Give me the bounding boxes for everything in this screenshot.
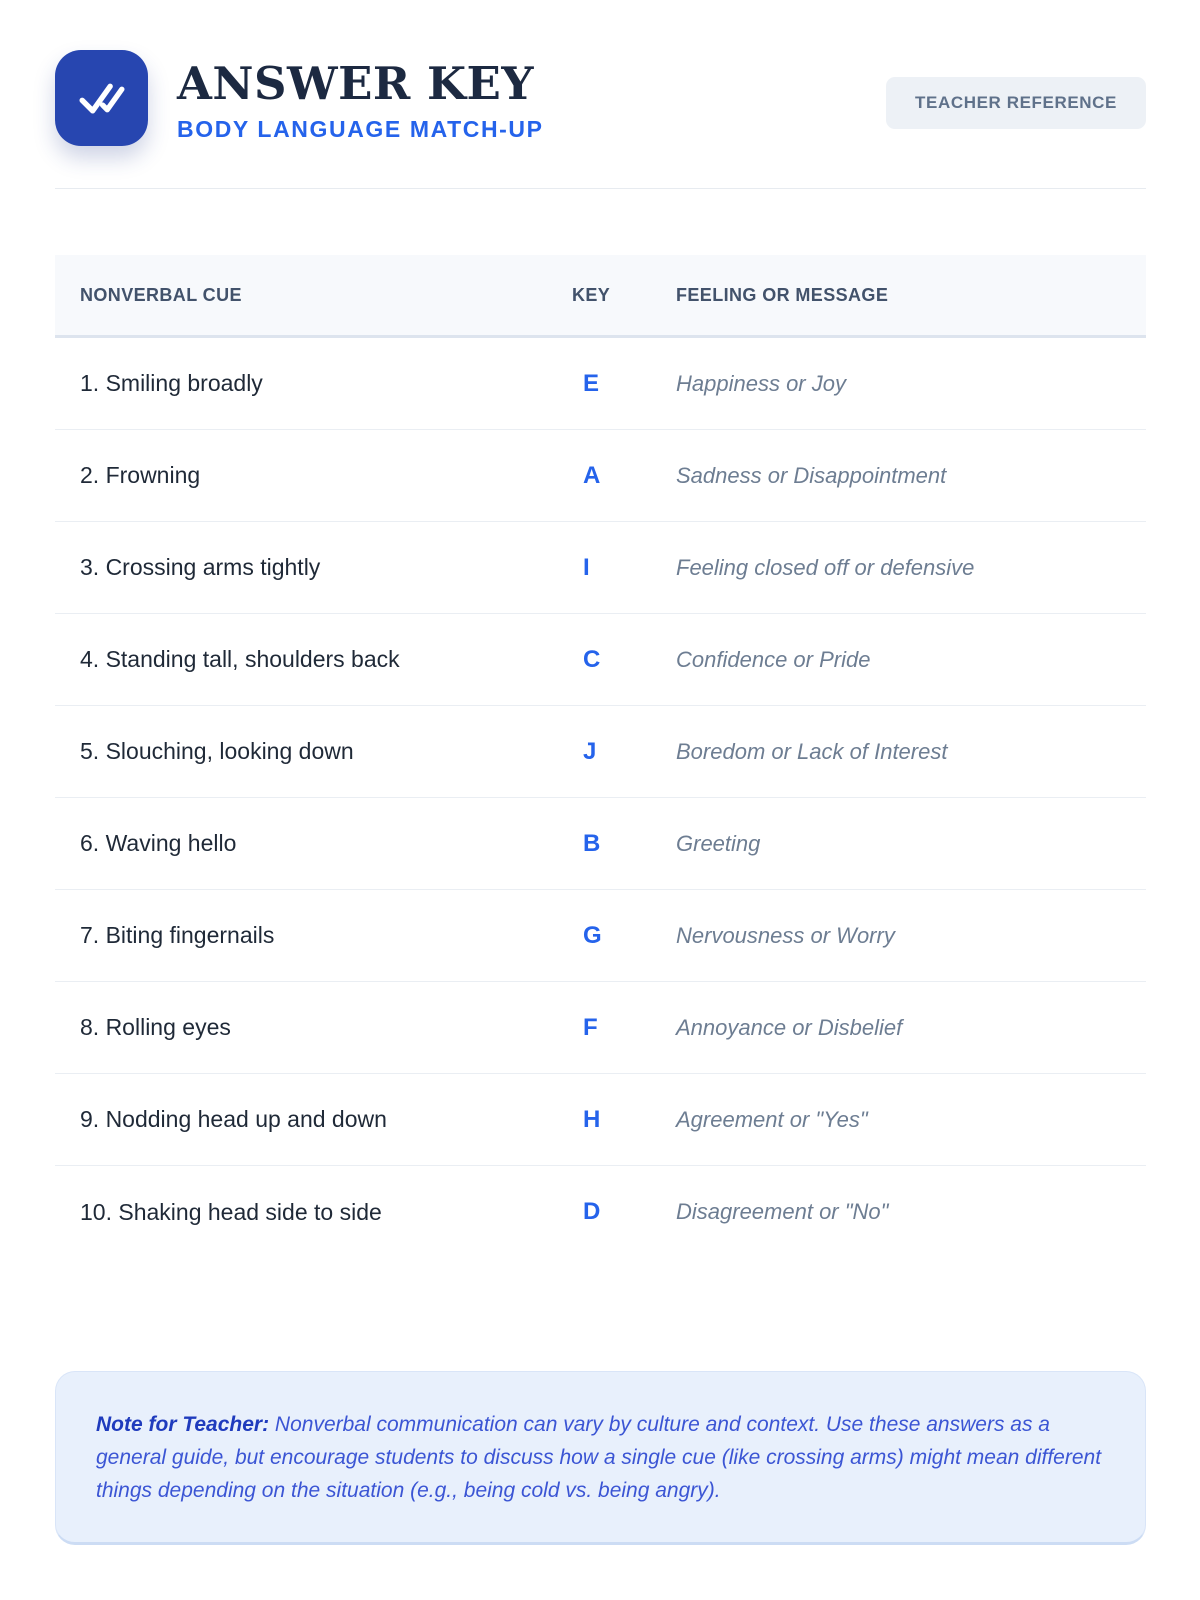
cue-cell: 9. Nodding head up and down — [80, 1106, 387, 1132]
table-row: 7. Biting fingernails G Nervousness or W… — [55, 890, 1146, 982]
table-row: 9. Nodding head up and down H Agreement … — [55, 1074, 1146, 1166]
page-header: ANSWER KEY BODY LANGUAGE MATCH-UP TEACHE… — [55, 50, 1146, 146]
feeling-cell: Disagreement or "No" — [676, 1199, 889, 1224]
feeling-cell: Agreement or "Yes" — [676, 1106, 868, 1132]
teacher-reference-badge: TEACHER REFERENCE — [886, 77, 1146, 129]
key-cell: E — [583, 369, 600, 397]
table-row: 8. Rolling eyes F Annoyance or Disbelief — [55, 982, 1146, 1074]
feeling-cell: Feeling closed off or defensive — [676, 554, 975, 580]
column-header-nonverbal-cue: NONVERBAL CUE — [80, 284, 242, 305]
double-check-icon — [55, 50, 148, 146]
feeling-cell: Annoyance or Disbelief — [676, 1014, 903, 1040]
cue-cell: 8. Rolling eyes — [80, 1014, 231, 1040]
column-header-key: KEY — [572, 284, 611, 305]
cue-cell: 1. Smiling broadly — [80, 370, 263, 396]
page-title: ANSWER KEY — [177, 57, 534, 110]
feeling-cell: Boredom or Lack of Interest — [676, 738, 948, 764]
cue-cell: 10. Shaking head side to side — [80, 1198, 382, 1225]
page-subtitle: BODY LANGUAGE MATCH-UP — [177, 116, 544, 143]
table-row: 4. Standing tall, shoulders back C Confi… — [55, 614, 1146, 706]
key-cell: I — [583, 553, 590, 581]
table-row: 5. Slouching, looking down J Boredom or … — [55, 706, 1146, 798]
key-cell: F — [583, 1013, 598, 1041]
feeling-cell: Nervousness or Worry — [676, 922, 895, 948]
title-block: ANSWER KEY BODY LANGUAGE MATCH-UP — [177, 50, 544, 143]
note-text: Nonverbal communication can vary by cult… — [96, 1413, 1102, 1503]
feeling-cell: Confidence or Pride — [676, 646, 871, 672]
key-cell: H — [583, 1105, 601, 1133]
key-cell: J — [583, 737, 597, 765]
answer-table: NONVERBAL CUE KEY FEELING OR MESSAGE 1. … — [55, 255, 1146, 1258]
key-cell: A — [583, 461, 601, 489]
cue-cell: 5. Slouching, looking down — [80, 738, 354, 764]
teacher-note: Note for Teacher: Nonverbal communicatio… — [55, 1371, 1146, 1545]
header-divider — [55, 188, 1146, 189]
key-cell: D — [583, 1198, 601, 1225]
table-body: 1. Smiling broadly E Happiness or Joy 2.… — [55, 338, 1146, 1258]
feeling-cell: Greeting — [676, 830, 761, 856]
cue-cell: 3. Crossing arms tightly — [80, 554, 321, 580]
cue-cell: 2. Frowning — [80, 462, 201, 488]
table-row: 2. Frowning A Sadness or Disappointment — [55, 430, 1146, 522]
feeling-cell: Happiness or Joy — [676, 370, 846, 396]
table-row: 3. Crossing arms tightly I Feeling close… — [55, 522, 1146, 614]
feeling-cell: Sadness or Disappointment — [676, 462, 947, 488]
table-row: 10. Shaking head side to side D Disagree… — [55, 1166, 1146, 1258]
table-row: 6. Waving hello B Greeting — [55, 798, 1146, 890]
key-cell: G — [583, 921, 602, 949]
cue-cell: 6. Waving hello — [80, 830, 237, 856]
cue-cell: 7. Biting fingernails — [80, 922, 275, 948]
note-label: Note for Teacher: — [96, 1413, 270, 1436]
table-header-row: NONVERBAL CUE KEY FEELING OR MESSAGE — [55, 255, 1146, 338]
key-cell: B — [583, 829, 601, 857]
table-row: 1. Smiling broadly E Happiness or Joy — [55, 338, 1146, 430]
column-header-feeling: FEELING OR MESSAGE — [676, 284, 889, 305]
cue-cell: 4. Standing tall, shoulders back — [80, 646, 400, 672]
key-cell: C — [583, 645, 601, 673]
